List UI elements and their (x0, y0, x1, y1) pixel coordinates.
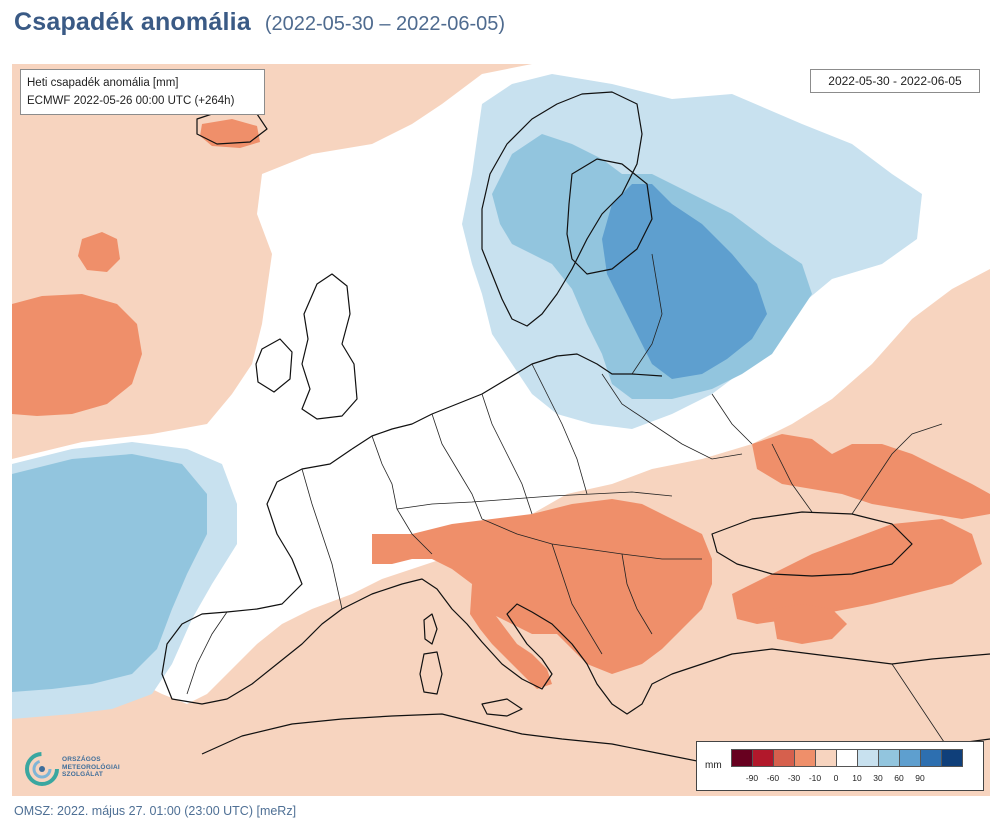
legend-swatch (731, 749, 753, 767)
omsz-logo-icon (25, 752, 59, 786)
legend-tick-label: 30 (873, 773, 883, 783)
info-box: Heti csapadék anomália [mm] ECMWF 2022-0… (20, 69, 265, 115)
anomaly-orange-spot (78, 232, 120, 272)
anomaly-map[interactable]: Heti csapadék anomália [mm] ECMWF 2022-0… (12, 64, 990, 796)
page-header: Csapadék anomália (2022-05-30 – 2022-06-… (14, 8, 505, 44)
legend-swatch (899, 749, 921, 767)
info-variable: Heti csapadék anomália [mm] (27, 77, 179, 89)
anomaly-orange-northwest (200, 119, 260, 148)
legend-swatch (815, 749, 837, 767)
omsz-logo: ORSZÁGOS METEOROLÓGIAI SZOLGÁLAT (22, 748, 142, 790)
anomaly-orange-turkey (732, 519, 982, 624)
legend-unit: mm (705, 760, 722, 771)
anomaly-orange-italy (470, 584, 552, 689)
date-range-box: 2022-05-30 - 2022-06-05 (810, 69, 980, 93)
color-legend: mm -90 -60 -30 -10 0 10 30 60 90 (696, 741, 984, 791)
legend-swatch (878, 749, 900, 767)
legend-tick-label: 0 (833, 773, 839, 783)
map-canvas (12, 64, 990, 796)
legend-ticks: -90 -60 -30 -10 0 10 30 60 90 (731, 773, 981, 785)
legend-swatch (941, 749, 963, 767)
legend-swatch (857, 749, 879, 767)
footer-timestamp: OMSZ: 2022. május 27. 01:00 (23:00 UTC) … (14, 804, 297, 818)
anomaly-orange-greece (772, 604, 847, 644)
legend-tick-label: 10 (852, 773, 862, 783)
legend-tick-label: -60 (766, 773, 780, 783)
omsz-logo-text: ORSZÁGOS METEOROLÓGIAI SZOLGÁLAT (62, 756, 120, 778)
anomaly-orange-eastern (752, 434, 990, 519)
legend-swatch (773, 749, 795, 767)
anomaly-blue-iberia-west (12, 454, 207, 692)
legend-tick-label: 60 (894, 773, 904, 783)
legend-tick-label: -10 (808, 773, 822, 783)
page-title: Csapadék anomália (14, 8, 251, 36)
legend-tick-label: -90 (745, 773, 759, 783)
info-model-run: ECMWF 2022-05-26 00:00 UTC (+264h) (27, 95, 235, 107)
anomaly-orange-balkans (372, 499, 712, 674)
legend-tick-label: 90 (915, 773, 925, 783)
anomaly-orange-atlantic (12, 294, 142, 416)
period-subtitle: (2022-05-30 – 2022-06-05) (264, 13, 506, 35)
country-borders (186, 253, 953, 755)
legend-swatch (794, 749, 816, 767)
legend-swatch (752, 749, 774, 767)
anomaly-blue-core (602, 184, 767, 379)
legend-tick-label: -30 (787, 773, 801, 783)
legend-swatches (731, 749, 963, 767)
legend-swatch (836, 749, 858, 767)
legend-swatch (920, 749, 942, 767)
